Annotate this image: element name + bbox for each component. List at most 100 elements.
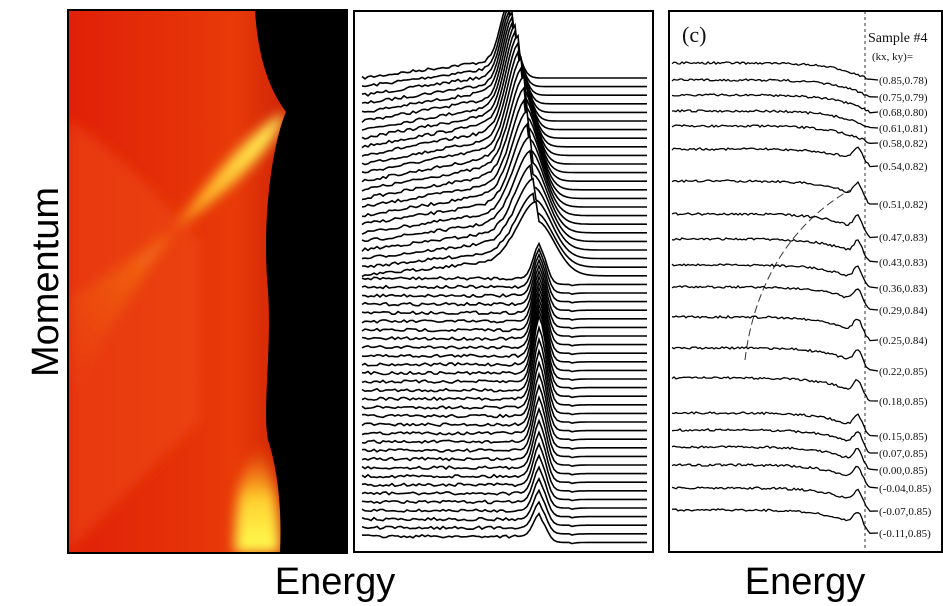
waterfall-curve [361, 163, 647, 252]
edc-curve [671, 376, 879, 402]
waterfall-curve [361, 28, 647, 140]
k-label: (0.00,0.85) [879, 465, 928, 477]
waterfall-curve [361, 324, 647, 407]
waterfall-curve [361, 313, 647, 399]
k-label: (0.29,0.84) [879, 305, 928, 317]
waterfall-frame [353, 10, 654, 553]
k-label: (0.36,0.83) [879, 283, 928, 295]
k-label: (0.25,0.84) [879, 335, 928, 347]
k-label: (0.22,0.85) [879, 366, 928, 378]
waterfall-curve [361, 11, 647, 88]
waterfall-curve [361, 135, 647, 235]
panel-tag: (c) [682, 22, 706, 47]
edc-curve [671, 146, 879, 168]
k-label: (0.47,0.83) [879, 232, 928, 244]
waterfall-curve [361, 14, 647, 114]
edc-curve [671, 109, 879, 129]
waterfall-curve [361, 11, 647, 97]
k-label: (0.07,0.85) [879, 448, 928, 460]
edc-curve [671, 78, 879, 98]
edc-curve [671, 314, 879, 342]
waterfall-curve [361, 395, 647, 459]
waterfall-curve [361, 258, 647, 313]
edc-curve [671, 428, 878, 454]
edc-curve [671, 463, 879, 489]
edc-panel [671, 11, 879, 552]
waterfall-curve [361, 291, 647, 364]
waterfall-curve [361, 383, 647, 450]
edc-curve [671, 212, 879, 239]
waterfall-curve [361, 453, 647, 502]
k-label: (0.54,0.82) [879, 161, 928, 173]
edc-curve [672, 508, 879, 534]
edc-curve [671, 486, 879, 512]
y-label: Momentum [25, 187, 67, 377]
edc-curve [671, 179, 878, 205]
waterfall-curve [361, 274, 647, 339]
k-label: (-0.04,0.85) [879, 483, 932, 495]
waterfall-curve [361, 252, 647, 304]
edc-curve [671, 124, 879, 144]
waterfall-curve [361, 441, 647, 493]
waterfall-curve [361, 241, 647, 287]
waterfall-curve [361, 500, 647, 536]
waterfall-curve [361, 336, 647, 416]
k-label: (0.18,0.85) [879, 396, 928, 408]
waterfall-curve [361, 263, 647, 321]
waterfall-curve [361, 430, 647, 485]
edc-curve [671, 237, 879, 263]
heatmap-frame [67, 9, 348, 554]
edc-curve [671, 346, 879, 372]
k-label: (-0.11,0.85) [879, 528, 931, 540]
sample-label: Sample #4 [868, 31, 928, 46]
edc-curve [671, 263, 879, 289]
k-label: (-0.07,0.85) [879, 506, 932, 518]
waterfall-curve [361, 488, 647, 528]
k-label: (0.75,0.79) [879, 92, 928, 104]
k-header: (kx, ky)= [872, 51, 913, 63]
k-label: (0.15,0.85) [879, 431, 928, 443]
x-label: Energy [745, 561, 865, 603]
edc-curve [671, 284, 879, 311]
waterfall-curve [361, 200, 647, 278]
waterfall-curve [361, 33, 647, 149]
waterfall-curve [361, 285, 647, 356]
k-label: (0.58,0.82) [879, 138, 928, 150]
waterfall-curve [361, 40, 647, 157]
waterfall-curve [361, 97, 647, 208]
waterfall-curve [361, 302, 647, 382]
waterfall-curve [361, 280, 647, 347]
waterfall-curve [361, 65, 647, 183]
edc-curve [671, 93, 879, 114]
waterfall-curve [361, 122, 647, 226]
edc-curve [671, 60, 879, 81]
waterfall-curve [361, 296, 647, 373]
waterfall-curve [361, 465, 647, 511]
waterfall-curve [361, 247, 647, 296]
waterfall-fill [362, 513, 648, 552]
k-label: (0.61,0.81) [879, 123, 928, 135]
waterfall-curve [361, 512, 647, 545]
waterfall-curve [361, 149, 647, 243]
waterfall-curve [361, 307, 647, 390]
waterfall-curve [361, 192, 647, 269]
waterfall-curve [361, 348, 647, 425]
edc-curve [671, 411, 879, 437]
waterfall [361, 11, 648, 552]
waterfall-curve [361, 56, 647, 174]
waterfall-curve [361, 269, 647, 330]
waterfall-curve [361, 109, 647, 218]
waterfall-curve [361, 11, 647, 80]
waterfall-curve [361, 22, 647, 131]
waterfall-curve [361, 48, 647, 166]
k-label: (0.51,0.82) [879, 199, 928, 211]
k-label: (0.68,0.80) [879, 107, 928, 119]
k-label: (0.43,0.83) [879, 257, 928, 269]
x-label: Energy [275, 561, 395, 603]
waterfall-curve [361, 406, 647, 468]
edc-frame [668, 10, 943, 553]
waterfall-curve [361, 177, 647, 260]
waterfall-curve [361, 22, 647, 123]
edc-curve [671, 445, 879, 471]
